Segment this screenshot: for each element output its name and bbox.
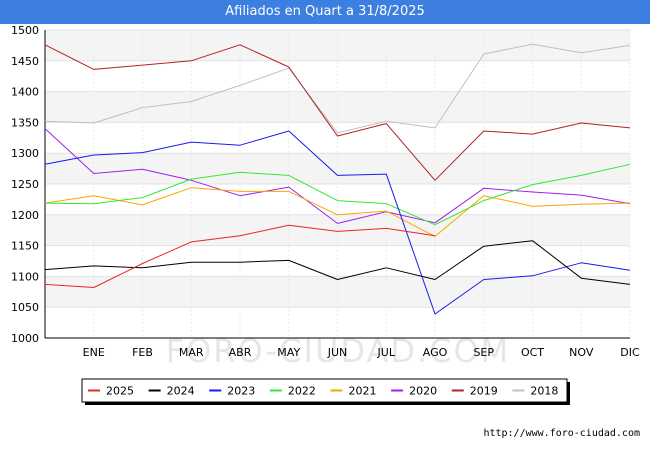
y-tick-label: 1400: [11, 86, 39, 99]
y-tick-label: 1450: [11, 55, 39, 68]
y-tick-labels: 1000 1050 1100 1150 1200 1250 1300 1350 1400 1450…: [11, 24, 39, 345]
legend-label-2018: 2018: [530, 385, 558, 398]
legend-label-2021: 2021: [349, 385, 377, 398]
y-tick-label: 1100: [11, 270, 39, 283]
y-tick-label: 1300: [11, 147, 39, 160]
source-credit: http://www.foro-ciudad.com: [483, 428, 640, 439]
x-tick-label: ENE: [83, 346, 105, 359]
y-tick-label: 1250: [11, 178, 39, 191]
series-lines: [44, 43, 631, 315]
y-tick-label: 1050: [11, 301, 39, 314]
legend-label-2020: 2020: [409, 385, 437, 398]
x-tick-label: DIC: [620, 346, 640, 359]
legend-label-2024: 2024: [167, 385, 195, 398]
series-line-2022: [44, 163, 631, 226]
legend-label-2025: 2025: [106, 385, 134, 398]
y-tick-label: 1200: [11, 209, 39, 222]
x-tick-label: ABR: [229, 346, 252, 359]
x-tick-label: FEB: [132, 346, 153, 359]
series-line-2025: [44, 224, 436, 288]
legend-label-2019: 2019: [470, 385, 498, 398]
x-tick-label: NOV: [569, 346, 594, 359]
x-tick-label: OCT: [521, 346, 544, 359]
x-tick-label: JUL: [377, 346, 396, 359]
y-tick-label: 1000: [11, 332, 39, 345]
axes: [44, 30, 630, 339]
y-tick-label: 1350: [11, 116, 39, 129]
x-tick-label: JUN: [327, 346, 348, 359]
series-line-2018: [44, 43, 631, 134]
series-line-2019: [44, 44, 631, 181]
legend-label-2022: 2022: [288, 385, 316, 398]
series-line-2023: [44, 130, 631, 315]
x-tick-label: MAR: [179, 346, 204, 359]
series-line-2024: [44, 240, 631, 285]
chart-title: Afiliados en Quart a 31/8/2025: [0, 0, 650, 24]
x-tick-label: MAY: [277, 346, 300, 359]
y-tick-label: 1500: [11, 24, 39, 37]
legend: 2025 2024 2023 2022 2021 2020 2019 2018: [81, 378, 570, 405]
legend-box: [81, 378, 568, 403]
x-tick-labels: ENE FEB MAR ABR MAY JUN JUL AGO SEP OCT NOV DIC: [83, 346, 640, 359]
series-line-2020: [44, 128, 631, 224]
legend-label-2023: 2023: [227, 385, 255, 398]
x-tick-label: AGO: [423, 346, 448, 359]
x-tick-label: SEP: [473, 346, 494, 359]
y-tick-label: 1150: [11, 240, 39, 253]
series-line-2021: [44, 187, 631, 237]
